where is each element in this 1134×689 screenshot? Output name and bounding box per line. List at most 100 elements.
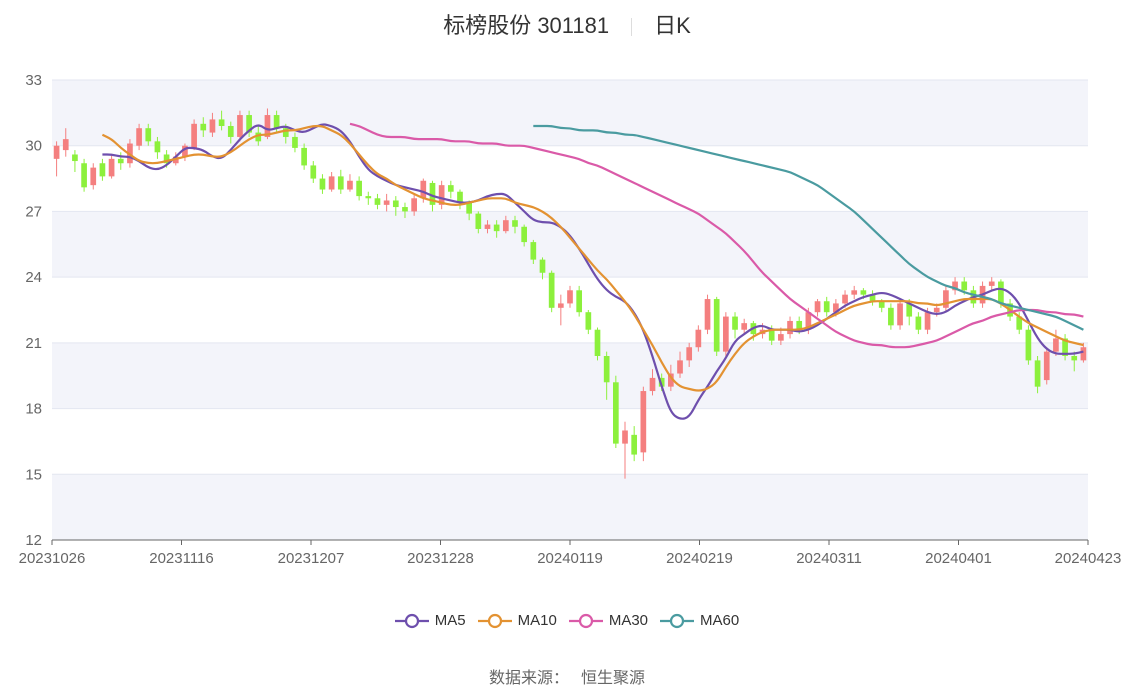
x-axis: 20231026 20231116 20231207 20231228 20240119…	[19, 540, 1121, 567]
candle-body	[1025, 329, 1032, 361]
candle	[640, 386, 647, 462]
candle-body	[62, 139, 69, 151]
y-tick-label: 24	[25, 269, 42, 286]
candle-body	[264, 115, 271, 137]
candle	[218, 110, 225, 131]
source-label: 数据来源：	[488, 670, 569, 687]
candle-body	[961, 281, 968, 291]
candle	[1053, 329, 1059, 356]
candle-body	[1071, 356, 1078, 361]
candle	[567, 285, 573, 308]
legend-item-ma30[interactable]: MA30	[568, 612, 648, 629]
candle	[1025, 325, 1032, 365]
y-tick-label: 15	[25, 466, 42, 483]
candle-body	[81, 163, 87, 188]
legend-marker-icon	[477, 613, 512, 628]
candle	[521, 224, 528, 247]
candle-body	[1053, 338, 1059, 352]
candle-body	[246, 115, 252, 133]
candle	[402, 202, 408, 218]
candle-body	[952, 281, 958, 291]
candle	[952, 277, 958, 295]
candle-body	[869, 294, 876, 302]
candle	[512, 215, 518, 234]
legend-marker-icon	[394, 613, 429, 628]
candle-body	[512, 220, 518, 227]
candle-body	[640, 391, 647, 453]
y-axis: 12 15 18 21 24 27 30 33	[25, 72, 42, 549]
candle-body	[704, 299, 711, 330]
candle-body	[823, 301, 830, 313]
candle	[301, 143, 307, 170]
candle	[383, 193, 390, 212]
candle-body	[310, 165, 317, 179]
source-value: 恒生聚源	[581, 670, 646, 687]
candle	[310, 161, 317, 183]
candle	[557, 294, 564, 326]
candle-body	[319, 178, 326, 190]
candle	[585, 310, 592, 335]
legend-item-ma60[interactable]: MA60	[660, 612, 739, 629]
candle	[851, 285, 858, 300]
candle	[347, 174, 353, 192]
candle-body	[411, 198, 417, 212]
candle-body	[732, 316, 738, 330]
candle-body	[897, 303, 903, 326]
candle	[548, 270, 555, 313]
candle-body	[237, 115, 243, 137]
candle	[447, 180, 454, 199]
candle-body	[154, 141, 161, 153]
x-tick-label: 20231116	[149, 550, 214, 567]
candle	[915, 312, 922, 335]
candle	[631, 426, 638, 462]
candle-body	[282, 128, 289, 137]
candle	[292, 132, 298, 153]
candle	[374, 193, 381, 210]
candle	[897, 299, 903, 330]
candle	[1043, 347, 1050, 385]
candle-body	[787, 320, 793, 335]
candle	[438, 180, 445, 210]
candle-body	[988, 281, 995, 286]
candle-body	[860, 290, 867, 295]
candle	[704, 294, 711, 335]
candle	[475, 211, 482, 234]
candle-body	[686, 347, 693, 361]
candle	[943, 285, 949, 313]
candle-body	[539, 259, 546, 273]
candle-body	[796, 320, 803, 330]
candle-body	[475, 213, 482, 229]
legend: MA5 MA10 MA30 MA60	[0, 612, 1134, 633]
legend-item-ma5[interactable]: MA5	[394, 612, 466, 629]
candle	[530, 239, 537, 264]
candle-body	[90, 167, 97, 186]
candle-body	[622, 430, 628, 444]
y-tick-label: 30	[25, 138, 42, 155]
candle-body	[677, 360, 683, 374]
candle-body	[567, 290, 573, 304]
candle-body	[429, 182, 436, 205]
candle	[457, 189, 463, 210]
candle-body	[924, 312, 931, 330]
candle-body	[191, 123, 197, 148]
candle	[502, 215, 509, 234]
stock-title: 标榜股份 301181	[443, 13, 610, 38]
candle-body	[878, 301, 885, 308]
candle-body	[814, 301, 821, 313]
candle	[732, 312, 738, 339]
candle-body	[356, 180, 362, 197]
candle	[603, 351, 610, 400]
candle	[649, 369, 656, 396]
candle-body	[933, 307, 940, 313]
candle	[493, 220, 500, 238]
y-tick-label: 27	[25, 203, 42, 220]
legend-item-ma10[interactable]: MA10	[477, 612, 557, 629]
x-tick-label: 20231026	[19, 550, 86, 567]
data-source: 数据来源： 恒生聚源	[0, 664, 1134, 688]
candle-body	[631, 434, 638, 455]
candle-body	[915, 316, 922, 330]
candle	[154, 136, 161, 159]
candle	[108, 154, 115, 179]
candle-body	[585, 312, 592, 330]
candle-body	[438, 185, 445, 205]
